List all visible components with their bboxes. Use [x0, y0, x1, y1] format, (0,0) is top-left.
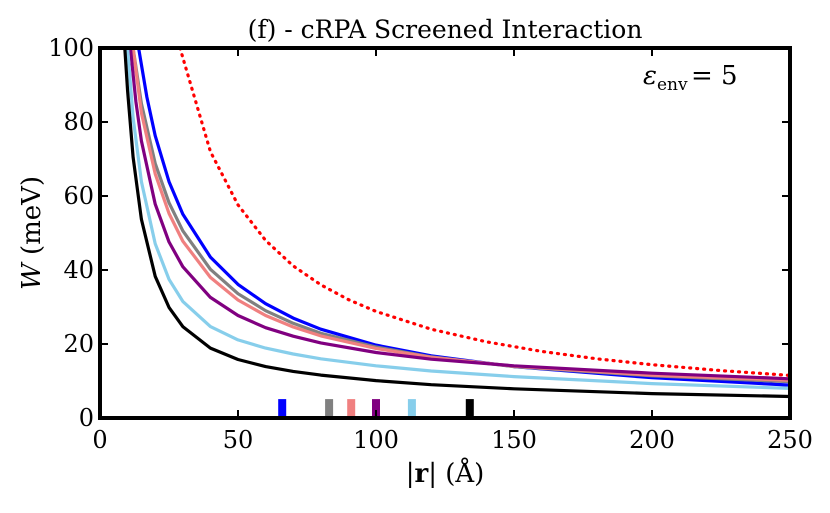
env-annotation: ε env = 5: [643, 61, 738, 95]
series-line-salmon: [131, 48, 790, 382]
annotation-epsilon: ε: [643, 61, 657, 91]
plot-frame: [98, 46, 792, 420]
series-line-purple: [128, 48, 790, 381]
series-line-blue: [137, 48, 790, 387]
x-tick-label: 200: [629, 426, 675, 454]
x-tick-label: 100: [353, 426, 399, 454]
x-axis-label: |r| (Å): [406, 457, 485, 489]
annotation-env-subscript: env: [657, 75, 688, 95]
x-tick-label: 150: [491, 426, 537, 454]
x-tick-label: 250: [767, 426, 813, 454]
y-tick-label: 60: [63, 182, 94, 210]
position-marker-3: [372, 399, 380, 418]
annotation-value: = 5: [691, 61, 738, 91]
position-marker-4: [407, 399, 416, 418]
series-line-black: [123, 48, 790, 399]
y-tick-label: 0: [79, 404, 94, 432]
y-tick-label: 100: [48, 34, 94, 62]
position-marker-2: [347, 399, 356, 418]
y-tick-label: 20: [63, 330, 94, 358]
y-tick-label: 40: [63, 256, 94, 284]
position-marker-0: [278, 399, 287, 418]
plot-area: 0 50 100 150 200 250 0 20 40 60 80 100: [48, 34, 813, 454]
series-line-gray: [131, 48, 790, 384]
position-marker-1: [325, 399, 334, 418]
y-axis-label: W (meV): [17, 176, 47, 290]
chart-title: (f) - cRPA Screened Interaction: [248, 15, 643, 44]
series-line-skyblue: [126, 48, 790, 390]
tick-layer: 0 50 100 150 200 250 0 20 40 60 80 100: [48, 34, 813, 454]
marker-layer: [278, 399, 474, 418]
series-layer: [123, 48, 790, 399]
x-tick-label: 0: [92, 426, 107, 454]
y-tick-label: 80: [63, 108, 94, 136]
series-line-bare-dotted-: [178, 48, 790, 377]
position-marker-5: [465, 399, 474, 418]
x-tick-label: 50: [223, 426, 254, 454]
